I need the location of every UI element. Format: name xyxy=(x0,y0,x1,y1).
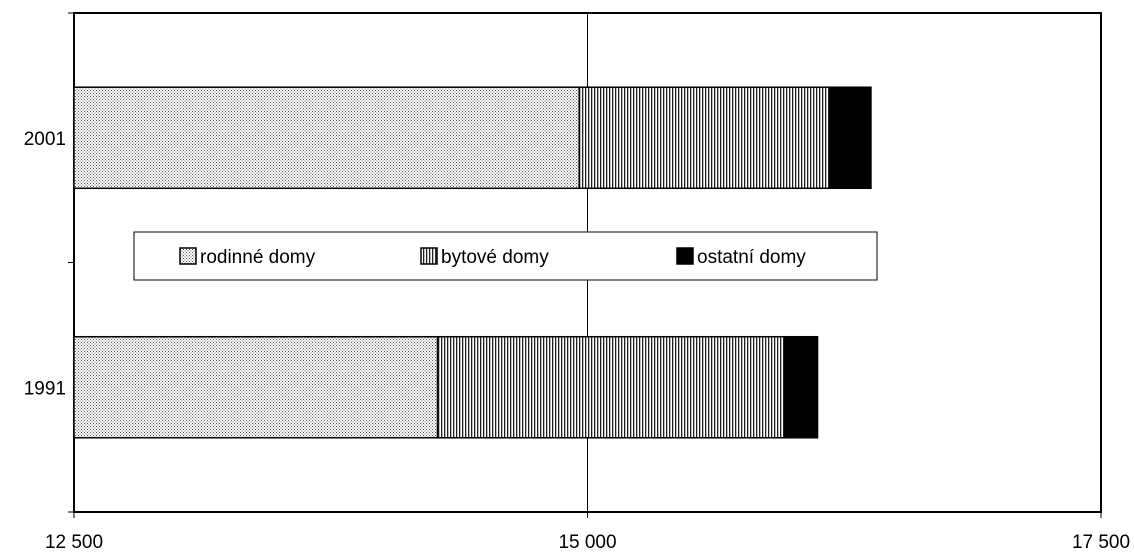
bar-segment xyxy=(436,335,786,439)
legend-swatch xyxy=(179,247,197,265)
x-tick-label: 15 000 xyxy=(558,532,616,553)
x-tick-label: 12 500 xyxy=(45,532,103,553)
legend-swatch xyxy=(420,247,438,265)
bar-segment xyxy=(783,335,819,439)
x-tick-label: 17 500 xyxy=(1072,532,1130,553)
legend-box xyxy=(133,231,878,281)
y-tick-label: 2001 xyxy=(24,129,66,150)
bar-segment xyxy=(829,86,872,190)
legend-label: bytové domy xyxy=(441,247,549,268)
bar-segment xyxy=(73,86,581,190)
bar-segment xyxy=(73,335,439,439)
legend-swatch xyxy=(676,247,694,265)
y-tick-label: 1991 xyxy=(24,378,66,399)
bar-segment xyxy=(578,86,831,190)
legend-label: ostatní domy xyxy=(697,247,806,268)
legend-label: rodinné domy xyxy=(200,247,316,268)
